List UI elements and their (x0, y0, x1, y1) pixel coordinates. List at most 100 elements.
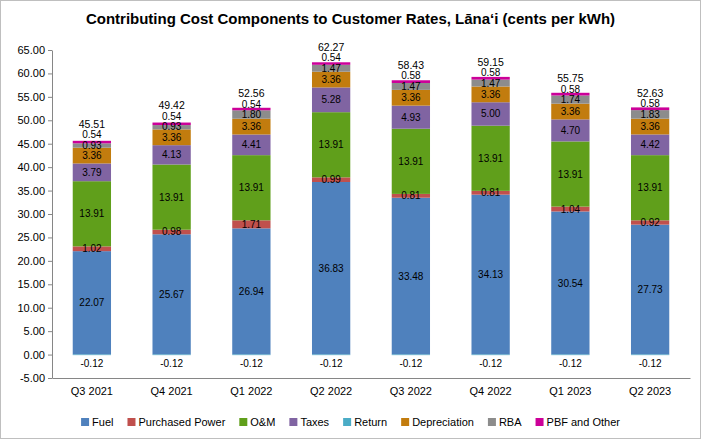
bar-segment (312, 87, 350, 112)
data-label: 0.54 (162, 111, 182, 122)
legend-item: Purchased Power (127, 416, 225, 428)
data-label: -0.12 (559, 358, 582, 369)
series (73, 354, 670, 356)
data-label: 0.54 (82, 129, 102, 140)
data-label: 27.73 (638, 284, 663, 295)
data-label: 0.54 (242, 99, 262, 110)
legend-label: O&M (250, 416, 275, 428)
x-tick: Q1 2023 (549, 378, 591, 397)
bar-segment (471, 195, 509, 355)
chart-title: Contributing Cost Components to Customer… (86, 10, 615, 27)
y-axis-line (52, 51, 53, 379)
data-label: -0.12 (639, 358, 662, 369)
bar-segment (73, 181, 111, 246)
data-label: 13.91 (478, 153, 503, 164)
data-label: -0.12 (399, 358, 422, 369)
y-tick-label: 20.00 (17, 255, 45, 267)
data-label: 0.93 (82, 140, 102, 151)
y-tick-mark (48, 50, 52, 51)
data-label: 5.00 (481, 108, 501, 119)
x-tick-label: Q2 2023 (629, 385, 671, 397)
data-label: 13.91 (638, 182, 663, 193)
data-label: 1.74 (561, 94, 581, 105)
bar-segment (631, 119, 669, 135)
data-label: 0.58 (561, 84, 581, 95)
bar-segment (551, 141, 589, 206)
bar-segment (392, 354, 430, 356)
data-label: 3.36 (561, 106, 581, 117)
x-axis: Q3 2021Q4 2021Q1 2022Q2 2022Q3 2022Q4 20… (53, 378, 691, 397)
bar-segment (471, 102, 509, 125)
legend-label: RBA (499, 416, 522, 428)
legend-swatch (536, 418, 544, 426)
y-tick-mark (48, 167, 52, 168)
y-tick-mark (48, 237, 52, 238)
bar-segment (551, 119, 589, 141)
series (73, 65, 670, 148)
data-label: -0.12 (320, 358, 343, 369)
legend-item: Return (343, 416, 387, 428)
x-tick: Q3 2021 (71, 378, 113, 397)
legend: FuelPurchased PowerO&MTaxesReturnDepreci… (81, 416, 620, 428)
data-label: 3.36 (242, 121, 262, 132)
y-tick-label: 30.00 (17, 208, 45, 220)
y-tick-mark (48, 355, 52, 356)
data-label: 13.91 (319, 139, 344, 150)
data-label: 4.42 (640, 139, 660, 150)
bar-segment (232, 228, 270, 354)
y-tick-mark (48, 378, 52, 379)
data-label: 5.28 (321, 94, 341, 105)
bar-segment (551, 104, 589, 120)
data-label: 4.13 (162, 149, 182, 160)
y-tick-label: 55.00 (17, 91, 45, 103)
legend-swatch (289, 418, 297, 426)
y-tick-label: 35.00 (17, 185, 45, 197)
data-label: 4.70 (561, 125, 581, 136)
y-tick-label: 0.00 (24, 349, 45, 361)
data-label: 0.58 (481, 67, 501, 78)
bar-segment (152, 145, 190, 164)
data-label: 0.93 (162, 121, 182, 132)
data-label: 1.02 (82, 243, 102, 254)
series (73, 87, 670, 181)
data-label: 0.58 (640, 98, 660, 109)
x-axis-line (53, 378, 691, 379)
series (73, 112, 670, 246)
legend-item: Taxes (289, 416, 329, 428)
data-label: 0.58 (401, 70, 421, 81)
data-label: 3.36 (321, 74, 341, 85)
data-label: 13.91 (79, 208, 104, 219)
y-tick-mark (48, 308, 52, 309)
bar-segment (471, 354, 509, 356)
data-label: 0.54 (321, 52, 341, 63)
bar-segment (312, 354, 350, 356)
legend-label: Depreciation (412, 416, 474, 428)
chart-border (1, 1, 701, 439)
data-label: 0.81 (401, 190, 421, 201)
y-tick: 45.00 (17, 138, 52, 150)
y-tick-label: 25.00 (17, 231, 45, 243)
y-tick: 35.00 (17, 185, 52, 197)
data-label: 3.36 (162, 132, 182, 143)
legend-label: Taxes (300, 416, 329, 428)
total-label: 59.15 (477, 56, 503, 68)
bar-segment (392, 129, 430, 194)
bar-segment (631, 134, 669, 155)
y-tick: 65.00 (17, 44, 52, 56)
x-tick: Q3 2022 (390, 378, 432, 397)
bar-segment (232, 119, 270, 135)
series (73, 62, 670, 143)
y-tick-label: 65.00 (17, 44, 45, 56)
data-label: 34.13 (478, 269, 503, 280)
bar-segment (232, 155, 270, 220)
legend-item: RBA (488, 416, 522, 428)
y-tick-mark (48, 73, 52, 74)
data-label: 4.93 (401, 112, 421, 123)
data-label: 1.04 (561, 204, 581, 215)
bar-segment (152, 165, 190, 230)
legend-swatch (127, 418, 135, 426)
data-label: 0.98 (162, 226, 182, 237)
legend-item: O&M (239, 416, 275, 428)
legend-swatch (239, 418, 247, 426)
total-label: 55.75 (557, 72, 583, 84)
